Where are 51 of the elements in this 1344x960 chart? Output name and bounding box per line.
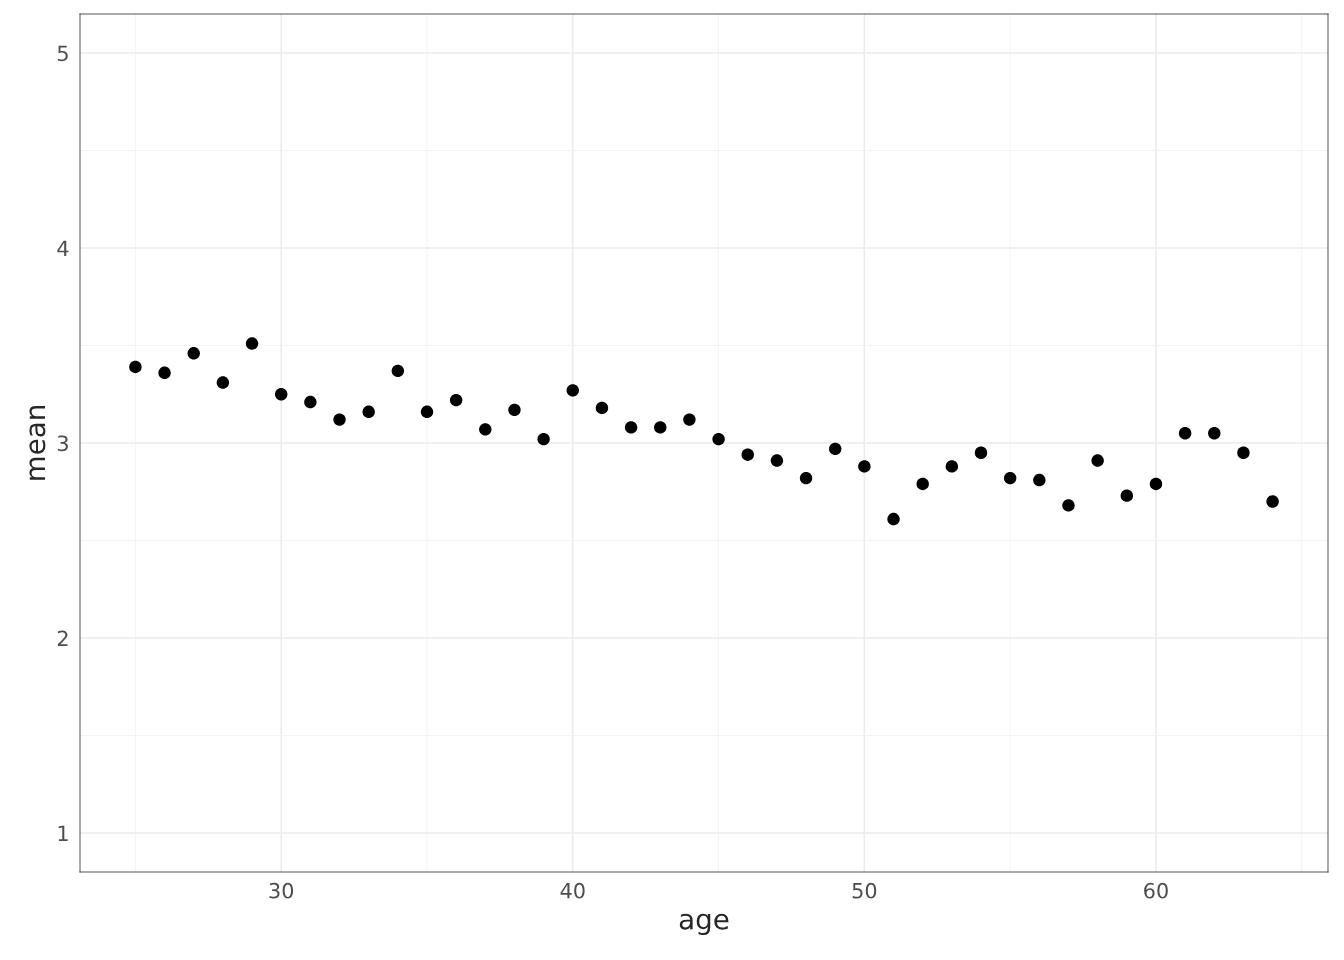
point [129, 360, 142, 374]
point [1208, 427, 1221, 440]
point [1178, 427, 1192, 440]
point [595, 401, 609, 415]
point [1120, 489, 1134, 502]
point [829, 442, 842, 456]
point [974, 446, 988, 459]
point [391, 364, 405, 378]
point [1237, 446, 1250, 459]
x-tick-label: 60 [1144, 882, 1168, 899]
point [304, 395, 317, 409]
x-tick-label: 30 [269, 882, 294, 899]
point [712, 432, 725, 446]
point [654, 421, 667, 434]
point [420, 405, 434, 419]
point [858, 460, 871, 473]
point [274, 388, 288, 401]
point [245, 337, 259, 350]
point [799, 471, 813, 485]
point [1003, 471, 1017, 485]
point [362, 405, 375, 419]
y-axis-title: mean [29, 405, 46, 480]
y-tick-label: 2 [57, 630, 68, 646]
point [479, 423, 492, 436]
x-tick-label: 40 [560, 882, 585, 899]
point [770, 454, 784, 467]
y-tick-label: 5 [57, 45, 68, 62]
point [1091, 454, 1104, 467]
point [887, 512, 900, 526]
point [683, 413, 696, 426]
y-tick-label: 3 [57, 435, 68, 452]
point [158, 366, 171, 380]
point [741, 448, 754, 461]
point [333, 413, 346, 426]
y-tick-label: 1 [58, 825, 68, 841]
point [916, 477, 929, 491]
point [508, 403, 521, 417]
point [566, 384, 579, 397]
point [1062, 499, 1075, 512]
point [1033, 473, 1046, 487]
point [945, 460, 959, 473]
point [187, 347, 200, 360]
x-axis-title: age [679, 913, 729, 936]
x-tick-label: 50 [852, 882, 877, 899]
point [537, 432, 550, 446]
y-tick-label: 4 [57, 240, 69, 256]
point [216, 376, 230, 389]
point [624, 421, 638, 434]
point [1149, 477, 1163, 491]
point [1266, 495, 1279, 508]
point [449, 393, 463, 407]
